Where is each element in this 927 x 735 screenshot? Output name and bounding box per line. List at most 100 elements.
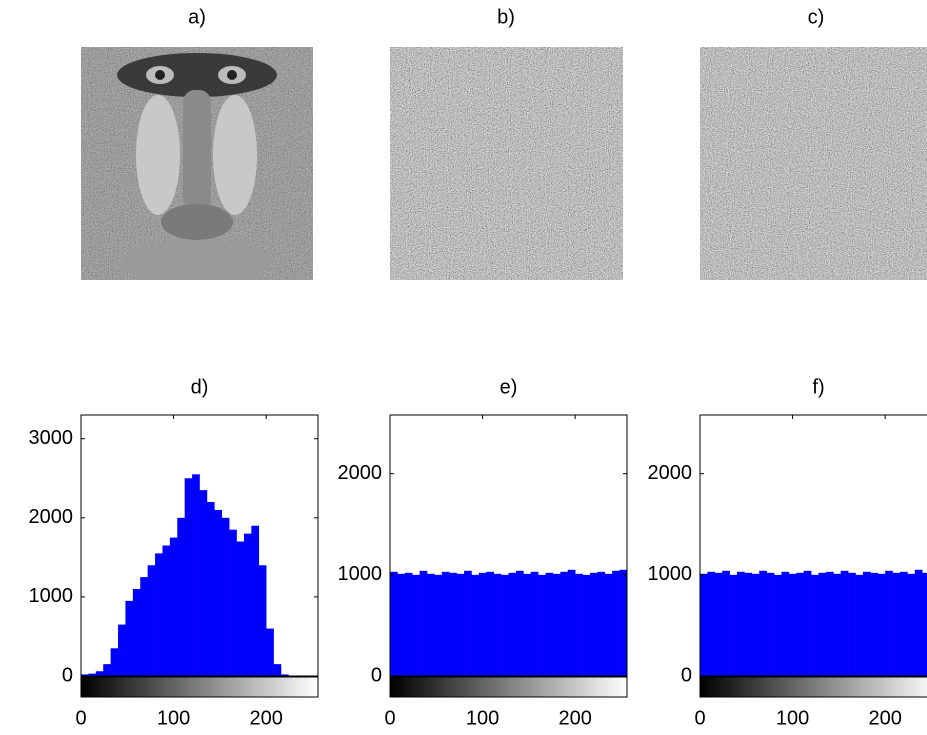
x-tick-label: 0 — [694, 707, 705, 729]
bar — [140, 577, 148, 676]
chart-title: f) — [812, 376, 824, 398]
bar — [125, 600, 134, 676]
axes-frame — [699, 414, 927, 677]
bar — [552, 573, 561, 676]
bar — [914, 569, 923, 676]
bar — [751, 573, 760, 676]
bar — [811, 574, 819, 676]
bar — [729, 574, 738, 676]
bar — [486, 571, 494, 676]
bar — [597, 571, 606, 676]
bar — [560, 571, 569, 676]
bar — [456, 573, 465, 676]
bar — [169, 537, 178, 676]
y-tick-label: 1000 — [29, 585, 74, 607]
y-tick-label: 0 — [681, 664, 692, 686]
bar — [604, 573, 613, 676]
bar — [192, 474, 200, 676]
colorbar — [80, 676, 319, 698]
y-tick-label: 1000 — [648, 563, 693, 585]
bar — [434, 574, 443, 676]
bar — [825, 571, 834, 676]
bar — [737, 571, 745, 676]
colorbar — [389, 676, 628, 698]
bar — [833, 573, 842, 676]
bar — [508, 572, 517, 676]
x-tick-label: 200 — [558, 707, 591, 729]
y-tick-label: 1000 — [338, 563, 383, 585]
bar — [840, 570, 849, 676]
chart-title: e) — [500, 376, 518, 398]
bar — [95, 671, 104, 676]
bar — [848, 572, 856, 676]
bar — [162, 545, 171, 676]
bar — [582, 574, 591, 676]
bar — [155, 553, 163, 676]
bar — [589, 572, 598, 676]
bar — [229, 529, 237, 676]
y-tick-label: 2000 — [648, 462, 693, 484]
bar — [619, 569, 628, 676]
bar — [280, 674, 289, 676]
image-decrypted — [700, 47, 927, 280]
bar — [397, 573, 406, 676]
x-tick-label: 100 — [776, 707, 809, 729]
bar — [471, 574, 480, 676]
y-tick-label: 2000 — [338, 462, 383, 484]
x-tick-label: 200 — [249, 707, 282, 729]
y-tick-label: 3000 — [29, 427, 74, 449]
x-tick-label: 100 — [466, 707, 499, 729]
bar — [478, 572, 487, 676]
bar — [545, 572, 554, 676]
bar — [862, 571, 871, 676]
bar — [774, 574, 782, 676]
bar — [184, 478, 193, 676]
y-tick-label: 0 — [62, 664, 73, 686]
bar — [796, 572, 804, 676]
bar — [199, 490, 208, 676]
bar — [855, 574, 864, 676]
bar — [899, 571, 908, 676]
bar — [412, 574, 420, 676]
bar — [781, 571, 790, 676]
bar — [744, 572, 753, 676]
image-baboon — [81, 47, 313, 280]
bar — [214, 509, 223, 676]
bar — [870, 572, 879, 676]
bar — [538, 574, 546, 676]
bar — [464, 570, 472, 676]
image-encrypted — [390, 47, 623, 280]
bar — [612, 570, 620, 676]
bar — [501, 574, 509, 676]
bar — [907, 573, 916, 676]
bar — [221, 517, 230, 676]
bar — [493, 573, 502, 676]
bar — [132, 589, 141, 676]
x-tick-label: 0 — [75, 707, 86, 729]
bar — [177, 517, 185, 676]
axes-frame — [389, 414, 628, 677]
bar — [251, 525, 260, 676]
image-title: a) — [188, 6, 206, 28]
bar — [258, 565, 267, 676]
image-title: b) — [497, 6, 515, 28]
bar — [759, 570, 767, 676]
bar — [707, 571, 716, 676]
x-tick-label: 0 — [384, 707, 395, 729]
y-tick-label: 0 — [371, 664, 382, 686]
bar — [236, 541, 245, 676]
bar — [449, 572, 457, 676]
bar — [390, 571, 398, 676]
bar — [714, 572, 723, 676]
bar — [110, 648, 119, 676]
bar — [766, 572, 775, 676]
bar — [567, 569, 576, 676]
bar — [103, 664, 111, 676]
bar — [266, 628, 274, 676]
bar — [206, 502, 215, 676]
x-tick-label: 200 — [868, 707, 901, 729]
bar — [419, 570, 428, 676]
bar — [885, 570, 893, 676]
